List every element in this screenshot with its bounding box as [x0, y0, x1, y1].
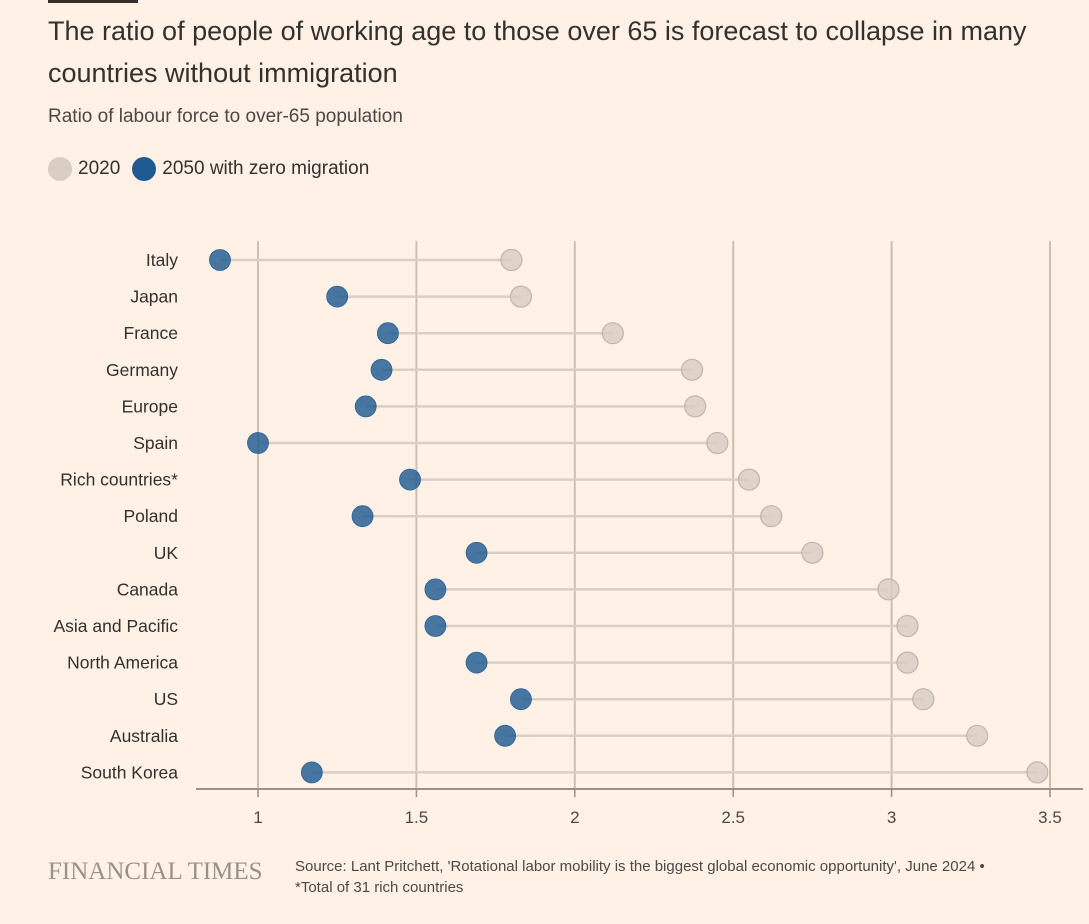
category-label: Europe [122, 396, 178, 416]
chart-row: South Korea [81, 761, 1049, 784]
dot-2050 [351, 505, 374, 528]
dot-2050 [510, 688, 532, 711]
legend-swatch-2020 [48, 157, 72, 181]
x-tick-label: 2.5 [721, 808, 745, 827]
category-label: Poland [124, 506, 179, 526]
chart-row: Italy [146, 248, 523, 272]
dot-2050 [370, 358, 393, 381]
dot-2020 [912, 688, 935, 711]
chart-row: Japan [130, 285, 533, 308]
source-line: Source: Lant Pritchett, 'Rotational labo… [295, 858, 985, 875]
x-tick-label: 1 [253, 808, 262, 827]
chart-row: France [124, 322, 624, 345]
dot-2050 [209, 249, 231, 271]
category-label: South Korea [81, 762, 179, 782]
chart-row: Rich countries* [60, 468, 761, 491]
category-label: Germany [106, 360, 178, 380]
dot-2020 [896, 614, 919, 638]
legend: 2020 2050 with zero migration [48, 157, 381, 181]
dot-2020 [877, 578, 900, 601]
dot-2020 [706, 431, 729, 455]
legend-item-2050: 2050 with zero migration [132, 157, 369, 181]
legend-label-2050: 2050 with zero migration [162, 158, 370, 179]
dot-2050 [300, 761, 323, 784]
dot-2050 [326, 285, 349, 308]
category-label: Canada [117, 579, 179, 599]
chart-row: Europe [122, 395, 707, 418]
chart-row: Poland [124, 505, 783, 528]
category-label: Asia and Pacific [53, 616, 178, 636]
source-note: Source: Lant Pritchett, 'Rotational labo… [295, 856, 985, 898]
dot-2050 [247, 432, 269, 454]
dot-2050 [399, 468, 421, 491]
dot-2020 [1026, 761, 1049, 784]
x-axis: 1 1.5 2 2.5 3 3.5 [196, 788, 1083, 827]
x-tick-label: 2 [570, 808, 579, 827]
dot-2020 [500, 248, 523, 272]
dot-2020 [896, 651, 919, 674]
dot-2020 [737, 468, 761, 491]
chart-row: Asia and Pacific [53, 614, 919, 638]
category-label: France [124, 323, 178, 343]
x-tick-label: 3 [887, 808, 896, 827]
dot-2020 [680, 358, 704, 381]
legend-label-2020: 2020 [78, 158, 121, 179]
chart-row: Canada [117, 578, 900, 601]
dot-2050 [424, 578, 447, 601]
category-label: Italy [146, 250, 178, 270]
ft-logo: FINANCIAL TIMES [48, 858, 263, 885]
x-tick-label: 3.5 [1038, 808, 1062, 827]
dot-2020 [760, 505, 783, 528]
chart-title: The ratio of people of working age to th… [48, 16, 1027, 88]
category-label: UK [154, 543, 179, 563]
chart-row: Spain [133, 431, 729, 455]
chart-row: US [154, 688, 935, 711]
dot-2050 [424, 615, 447, 637]
dot-2050 [354, 395, 377, 418]
footnote-line: *Total of 31 rich countries [295, 879, 464, 896]
chart-rows: Italy Japan France Germany Europe Spain Rich c… [53, 248, 1049, 784]
dot-2050 [494, 724, 517, 747]
category-label: Rich countries* [60, 470, 178, 490]
dot-2020 [966, 724, 989, 747]
dot-2020 [801, 541, 824, 564]
chart-row: UK [154, 541, 824, 564]
top-accent-bar [48, 0, 138, 3]
category-label: Australia [110, 726, 178, 746]
x-tick-label: 1.5 [405, 808, 429, 827]
dot-2050 [465, 651, 488, 674]
legend-item-2020: 2020 [48, 157, 120, 181]
dot-2020 [509, 285, 533, 308]
chart-row: Germany [106, 358, 704, 381]
category-label: Spain [133, 433, 178, 453]
category-label: North America [67, 653, 178, 673]
chart-row: Australia [110, 724, 989, 747]
category-label: US [154, 689, 178, 709]
legend-swatch-2050 [132, 157, 157, 181]
dot-2020 [601, 322, 624, 345]
chart-subtitle: Ratio of labour force to over-65 populat… [48, 106, 403, 127]
dot-2050 [376, 322, 399, 345]
chart-row: North America [67, 651, 919, 674]
dot-2050 [465, 541, 488, 564]
gridlines [257, 241, 1051, 789]
category-label: Japan [130, 287, 178, 307]
dot-2020 [684, 395, 707, 418]
